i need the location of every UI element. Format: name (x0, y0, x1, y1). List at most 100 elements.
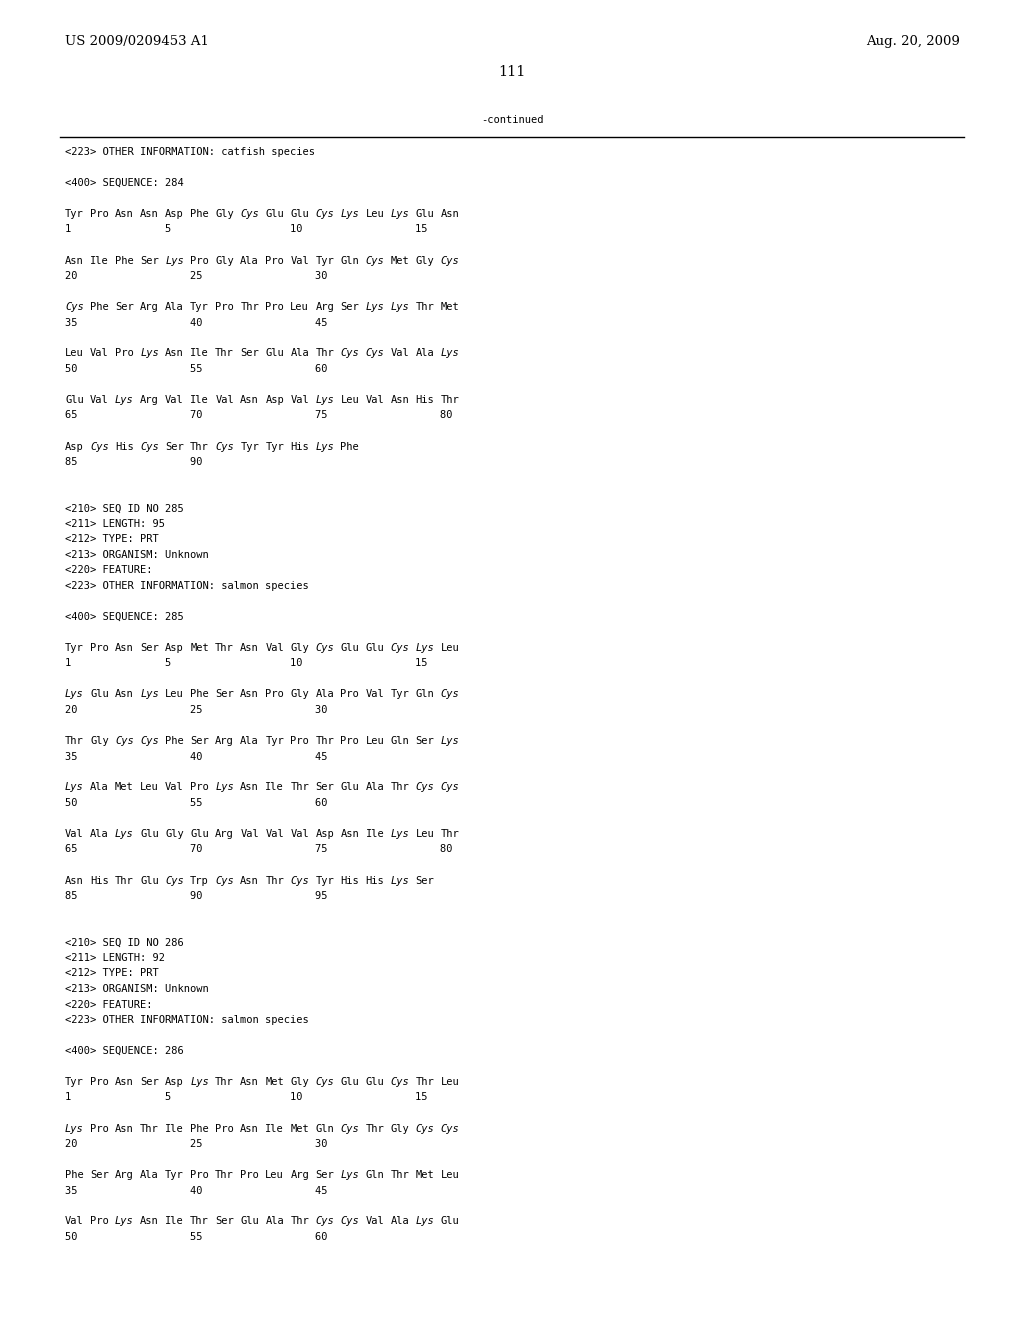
Text: Asn: Asn (390, 395, 410, 405)
Text: Lys: Lys (390, 829, 410, 840)
Text: Cys: Cys (340, 348, 359, 359)
Text: Asn: Asn (115, 643, 134, 653)
Text: Asn: Asn (140, 1217, 159, 1226)
Text: Lys: Lys (140, 689, 159, 700)
Text: Ile: Ile (90, 256, 109, 265)
Text: Met: Met (440, 302, 460, 312)
Text: Lys: Lys (65, 1123, 84, 1134)
Text: Ser: Ser (416, 875, 434, 886)
Text: Ser: Ser (416, 737, 434, 746)
Text: Ala: Ala (90, 829, 109, 840)
Text: Val: Val (165, 395, 184, 405)
Text: Aug. 20, 2009: Aug. 20, 2009 (866, 36, 961, 48)
Text: Asn: Asn (340, 829, 359, 840)
Text: Leu: Leu (440, 643, 460, 653)
Text: Leu: Leu (65, 348, 84, 359)
Text: Lys: Lys (340, 209, 359, 219)
Text: Gly: Gly (291, 643, 309, 653)
Text: Pro: Pro (190, 256, 209, 265)
Text: Cys: Cys (315, 1077, 334, 1086)
Text: Cys: Cys (90, 441, 109, 451)
Text: Ser: Ser (115, 302, 134, 312)
Text: Ala: Ala (90, 783, 109, 792)
Text: Ile: Ile (190, 395, 209, 405)
Text: Tyr: Tyr (65, 1077, 84, 1086)
Text: Glu: Glu (340, 783, 359, 792)
Text: Pro: Pro (90, 643, 109, 653)
Text: US 2009/0209453 A1: US 2009/0209453 A1 (65, 36, 209, 48)
Text: Phe: Phe (90, 302, 109, 312)
Text: Pro: Pro (241, 1170, 259, 1180)
Text: Glu: Glu (340, 643, 359, 653)
Text: Glu: Glu (366, 643, 384, 653)
Text: Met: Met (291, 1123, 309, 1134)
Text: Ala: Ala (366, 783, 384, 792)
Text: 50                  55                  60: 50 55 60 (65, 364, 328, 374)
Text: Lys: Lys (115, 829, 134, 840)
Text: -continued: -continued (480, 115, 544, 125)
Text: Pro: Pro (90, 1217, 109, 1226)
Text: Val: Val (215, 395, 234, 405)
Text: Pro: Pro (90, 209, 109, 219)
Text: Lys: Lys (366, 302, 384, 312)
Text: <210> SEQ ID NO 286: <210> SEQ ID NO 286 (65, 937, 183, 948)
Text: Pro: Pro (190, 1170, 209, 1180)
Text: Pro: Pro (265, 689, 284, 700)
Text: Val: Val (366, 689, 384, 700)
Text: Ala: Ala (265, 1217, 284, 1226)
Text: Leu: Leu (140, 783, 159, 792)
Text: Pro: Pro (90, 1077, 109, 1086)
Text: Met: Met (265, 1077, 284, 1086)
Text: Asn: Asn (165, 348, 184, 359)
Text: 1               5                   10                  15: 1 5 10 15 (65, 659, 427, 668)
Text: Asn: Asn (241, 875, 259, 886)
Text: Glu: Glu (65, 395, 84, 405)
Text: Thr: Thr (440, 829, 460, 840)
Text: <400> SEQUENCE: 285: <400> SEQUENCE: 285 (65, 612, 183, 622)
Text: Tyr: Tyr (65, 209, 84, 219)
Text: Asn: Asn (115, 1123, 134, 1134)
Text: Cys: Cys (115, 737, 134, 746)
Text: Thr: Thr (215, 1170, 234, 1180)
Text: Cys: Cys (291, 875, 309, 886)
Text: Glu: Glu (440, 1217, 460, 1226)
Text: Ala: Ala (416, 348, 434, 359)
Text: 20                  25                  30: 20 25 30 (65, 705, 328, 715)
Text: Gly: Gly (215, 209, 234, 219)
Text: Asn: Asn (241, 783, 259, 792)
Text: Thr: Thr (265, 875, 284, 886)
Text: <400> SEQUENCE: 284: <400> SEQUENCE: 284 (65, 178, 183, 187)
Text: Thr: Thr (315, 348, 334, 359)
Text: Arg: Arg (291, 1170, 309, 1180)
Text: Ala: Ala (241, 737, 259, 746)
Text: Pro: Pro (115, 348, 134, 359)
Text: <223> OTHER INFORMATION: salmon species: <223> OTHER INFORMATION: salmon species (65, 1015, 309, 1026)
Text: Lys: Lys (390, 209, 410, 219)
Text: Met: Met (416, 1170, 434, 1180)
Text: 20                  25                  30: 20 25 30 (65, 1139, 328, 1148)
Text: Thr: Thr (390, 1170, 410, 1180)
Text: Tyr: Tyr (315, 875, 334, 886)
Text: Glu: Glu (140, 829, 159, 840)
Text: Tyr: Tyr (265, 441, 284, 451)
Text: Thr: Thr (190, 441, 209, 451)
Text: Val: Val (65, 829, 84, 840)
Text: Val: Val (241, 829, 259, 840)
Text: <211> LENGTH: 95: <211> LENGTH: 95 (65, 519, 165, 529)
Text: Lys: Lys (390, 302, 410, 312)
Text: Asp: Asp (65, 441, 84, 451)
Text: Phe: Phe (165, 737, 184, 746)
Text: Lys: Lys (416, 1217, 434, 1226)
Text: Glu: Glu (90, 689, 109, 700)
Text: Glu: Glu (190, 829, 209, 840)
Text: Ser: Ser (340, 302, 359, 312)
Text: Cys: Cys (416, 783, 434, 792)
Text: Gln: Gln (366, 1170, 384, 1180)
Text: Phe: Phe (340, 441, 359, 451)
Text: Glu: Glu (416, 209, 434, 219)
Text: Glu: Glu (265, 209, 284, 219)
Text: Pro: Pro (265, 302, 284, 312)
Text: Arg: Arg (215, 737, 234, 746)
Text: 35                  40                  45: 35 40 45 (65, 751, 328, 762)
Text: Thr: Thr (291, 783, 309, 792)
